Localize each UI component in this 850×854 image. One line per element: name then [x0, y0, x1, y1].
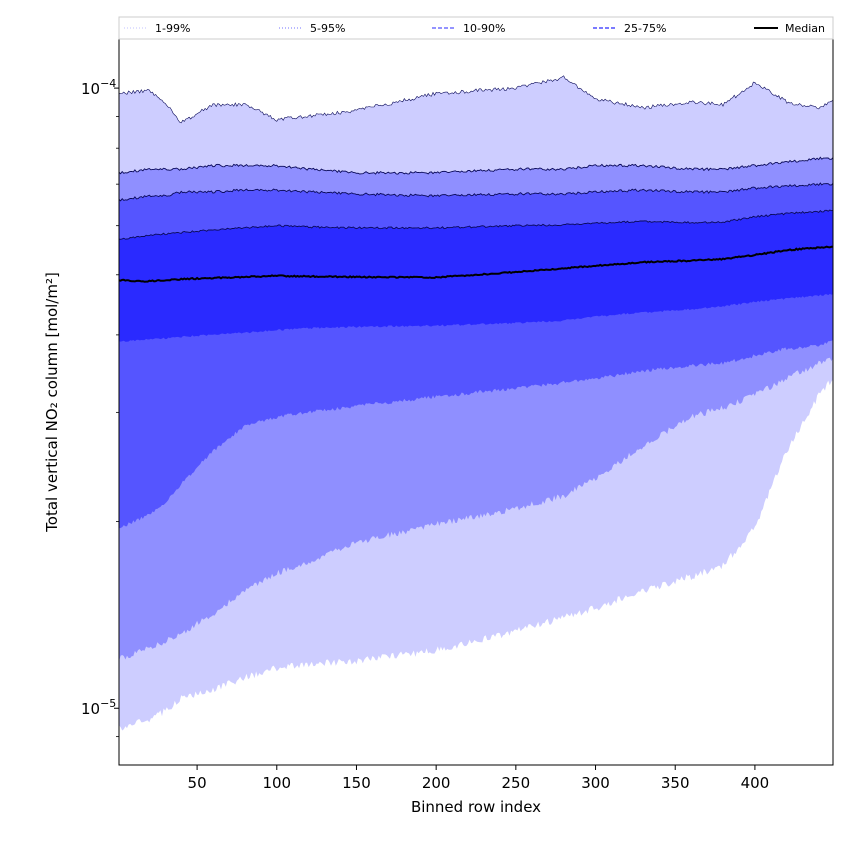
bands-layer — [119, 75, 833, 731]
median-line — [119, 245, 833, 283]
legend-label-25-75%: 25-75% — [624, 22, 666, 35]
band-upper-edge-10-90% — [119, 182, 833, 202]
x-tick-label: 250 — [502, 774, 531, 792]
band-edge-lines — [119, 75, 833, 283]
x-tick-label: 200 — [422, 774, 451, 792]
legend: 1-99% 5-95% 10-90% 25-75% Median — [118, 16, 834, 40]
axes: 50 100 150 200 250 300 350 400 10−5 10−4 — [81, 38, 834, 792]
y-tick-label: 10−4 — [81, 77, 116, 98]
x-tick-label: 300 — [581, 774, 610, 792]
legend-label-10-90%: 10-90% — [463, 22, 505, 35]
band-upper-edge-5-95% — [119, 156, 833, 175]
y-tick-label: 10−5 — [81, 697, 116, 718]
y-tick-exponent: −4 — [100, 77, 116, 90]
x-tick-label: 100 — [262, 774, 291, 792]
band-upper-edge-1-99% — [119, 75, 833, 124]
legend-label-5-95%: 5-95% — [310, 22, 345, 35]
x-tick-label: 350 — [661, 774, 690, 792]
y-axis-label: Total vertical NO₂ column [mol/m²] — [43, 272, 61, 533]
x-tick-label: 50 — [188, 774, 207, 792]
y-tick-exponent: −5 — [100, 697, 116, 710]
band-upper-edge-25-75% — [119, 209, 833, 240]
x-tick-label: 400 — [741, 774, 770, 792]
x-axis-label: Binned row index — [411, 798, 541, 816]
legend-label-1-99%: 1-99% — [155, 22, 190, 35]
legend-box — [118, 16, 834, 40]
x-tick-label: 150 — [342, 774, 371, 792]
band-25-75% — [119, 210, 833, 342]
legend-label-Median: Median — [785, 22, 825, 35]
